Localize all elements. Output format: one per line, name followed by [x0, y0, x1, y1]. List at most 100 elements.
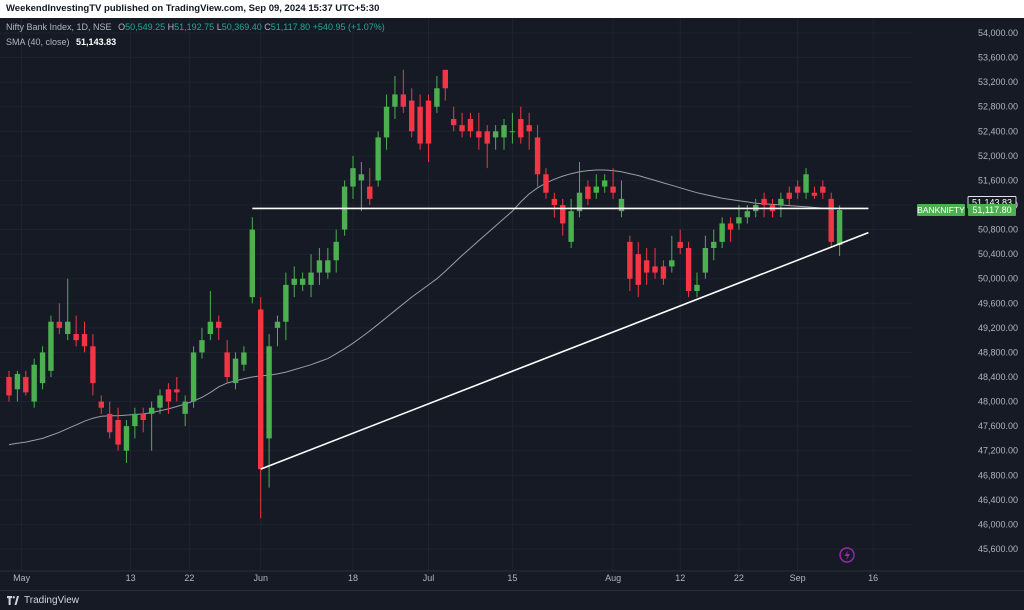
candle[interactable] — [585, 180, 591, 205]
lightning-icon[interactable] — [839, 547, 855, 563]
candle[interactable] — [551, 192, 558, 218]
candle[interactable] — [241, 346, 247, 371]
candle[interactable] — [140, 407, 146, 433]
candle[interactable] — [115, 407, 121, 451]
candle[interactable] — [660, 260, 667, 285]
candle[interactable] — [509, 112, 516, 144]
candle[interactable] — [719, 217, 725, 248]
candle[interactable] — [132, 407, 138, 439]
candle[interactable] — [568, 198, 574, 248]
candle[interactable] — [90, 334, 96, 396]
candle[interactable] — [190, 346, 197, 408]
candle[interactable] — [274, 315, 281, 347]
ascending-trend-line[interactable] — [260, 231, 869, 470]
candle[interactable] — [216, 315, 222, 341]
candle[interactable] — [400, 69, 407, 113]
candle[interactable] — [249, 217, 256, 304]
candle[interactable] — [786, 186, 792, 205]
price-axis[interactable]: 45,600.00 46,000.00 46,400.00 46,800.00 47,2… — [978, 28, 1018, 554]
candle[interactable] — [23, 370, 29, 396]
candle[interactable] — [383, 94, 390, 150]
candle[interactable] — [392, 76, 398, 119]
candle[interactable] — [711, 229, 717, 261]
candle[interactable] — [266, 334, 272, 488]
candle[interactable] — [492, 125, 499, 150]
candle[interactable] — [207, 291, 214, 341]
candle[interactable] — [174, 377, 180, 402]
candle[interactable] — [459, 112, 465, 138]
candle[interactable] — [635, 241, 641, 298]
candle[interactable] — [794, 180, 801, 199]
candle[interactable] — [98, 395, 104, 414]
candle[interactable] — [375, 131, 381, 187]
candle[interactable] — [761, 192, 767, 218]
candle[interactable] — [610, 168, 616, 199]
candle[interactable] — [358, 162, 365, 212]
candle[interactable] — [534, 125, 541, 187]
candle[interactable] — [526, 112, 532, 150]
time-axis[interactable]: May 13 22 Jun 18 Jul 15 Aug 12 22 Sep 16 — [0, 570, 1024, 583]
candle[interactable] — [560, 198, 566, 236]
candle[interactable] — [123, 420, 130, 463]
candle[interactable] — [73, 315, 79, 347]
candle[interactable] — [727, 217, 734, 242]
candle[interactable] — [165, 383, 172, 414]
candle[interactable] — [350, 155, 356, 199]
candle[interactable] — [476, 112, 482, 150]
candle[interactable] — [224, 340, 230, 384]
candle[interactable] — [803, 168, 809, 199]
candle[interactable] — [65, 278, 71, 341]
candle[interactable] — [694, 272, 700, 298]
candle[interactable] — [836, 205, 843, 257]
candle[interactable] — [652, 248, 658, 279]
candle[interactable] — [820, 180, 826, 199]
candle[interactable] — [367, 168, 373, 205]
candle[interactable] — [618, 180, 625, 218]
candle[interactable] — [81, 321, 88, 353]
candle[interactable] — [258, 297, 264, 519]
candle[interactable] — [417, 94, 423, 150]
candle[interactable] — [425, 94, 432, 162]
candle[interactable] — [31, 358, 37, 408]
candle[interactable] — [182, 395, 188, 427]
candle[interactable] — [501, 119, 507, 150]
candlestick-chart[interactable]: 45,600.00 46,000.00 46,400.00 46,800.00 47,2… — [0, 18, 1024, 590]
candle[interactable] — [199, 327, 205, 359]
candle[interactable] — [484, 125, 490, 169]
candle[interactable] — [14, 370, 21, 402]
candle[interactable] — [291, 266, 297, 298]
candle[interactable] — [434, 76, 440, 113]
candle[interactable] — [669, 235, 675, 273]
candle[interactable] — [828, 192, 834, 248]
candle[interactable] — [325, 248, 331, 279]
candle[interactable] — [48, 315, 54, 377]
candle[interactable] — [232, 352, 239, 390]
candle[interactable] — [6, 370, 12, 402]
candle[interactable] — [409, 88, 415, 138]
candle[interactable] — [442, 69, 448, 101]
candle[interactable] — [677, 229, 683, 255]
candle[interactable] — [299, 272, 306, 291]
candles[interactable] — [6, 69, 843, 519]
candle[interactable] — [543, 168, 549, 199]
candle[interactable] — [283, 272, 289, 341]
candle[interactable] — [333, 229, 339, 273]
candle[interactable] — [593, 174, 599, 199]
candle[interactable] — [702, 235, 709, 279]
candle[interactable] — [56, 303, 63, 334]
candle[interactable] — [308, 254, 314, 298]
candle[interactable] — [685, 241, 692, 298]
candle[interactable] — [39, 346, 46, 390]
candle[interactable] — [450, 106, 457, 132]
candle[interactable] — [316, 248, 323, 285]
candle[interactable] — [627, 235, 633, 291]
candle[interactable] — [148, 401, 155, 451]
candle[interactable] — [778, 192, 784, 218]
candle[interactable] — [601, 174, 608, 193]
candle[interactable] — [467, 112, 474, 138]
candle[interactable] — [106, 401, 113, 439]
candle[interactable] — [811, 186, 818, 199]
candle[interactable] — [157, 389, 163, 414]
candle[interactable] — [518, 106, 524, 144]
candle[interactable] — [643, 248, 650, 285]
